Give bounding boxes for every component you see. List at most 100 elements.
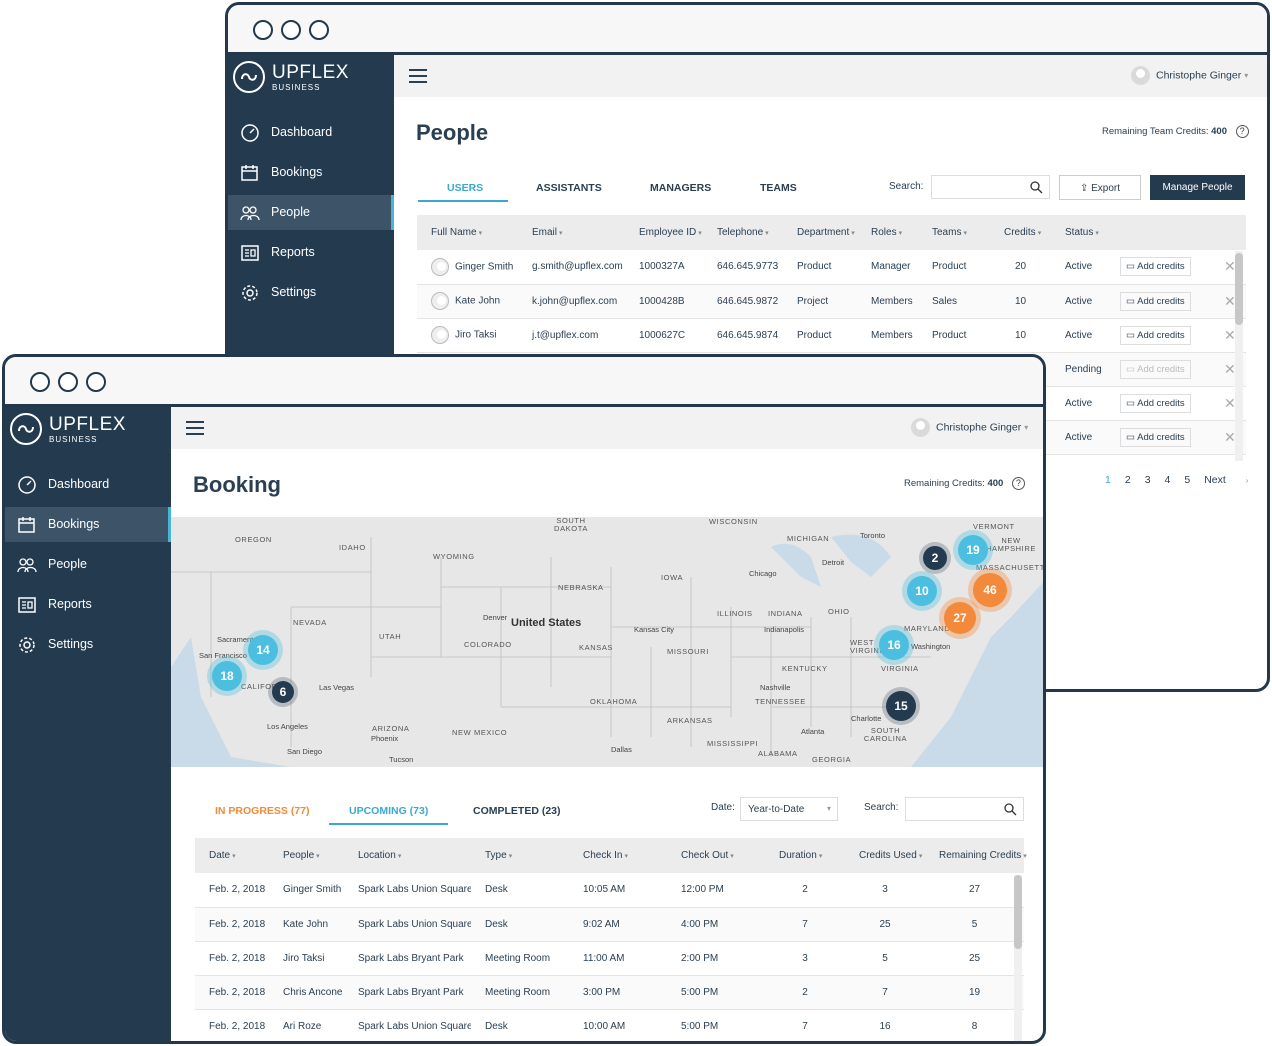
add-credits-button[interactable]: ▭ Add credits: [1120, 427, 1191, 447]
table-row[interactable]: Feb. 2, 2018 Chris Ancone Spark Labs Bry…: [195, 975, 1024, 1010]
column-header[interactable]: Credits ▾: [990, 215, 1051, 250]
column-header[interactable]: Telephone ▾: [703, 215, 783, 250]
window-dot[interactable]: [309, 20, 329, 40]
sidebar-item-people[interactable]: People: [5, 547, 171, 582]
tab-users[interactable]: USERS: [447, 182, 484, 194]
column-header[interactable]: Roles ▾: [857, 215, 918, 250]
menu-icon[interactable]: [409, 69, 427, 83]
search-input[interactable]: [931, 175, 1050, 199]
export-button[interactable]: ⇪ Export: [1059, 175, 1141, 200]
sidebar-item-settings[interactable]: Settings: [5, 627, 171, 662]
sidebar-item-bookings[interactable]: Bookings: [5, 507, 171, 542]
map-state-label: INDIANA: [768, 609, 803, 618]
table-row[interactable]: Feb. 2, 2018 Ari Roze Spark Labs Union S…: [195, 1009, 1024, 1041]
menu-icon[interactable]: [186, 421, 204, 435]
scrollbar-thumb[interactable]: [1014, 875, 1022, 949]
table-row[interactable]: Jiro Taksi j.t@upflex.com 1000627C 646.6…: [417, 318, 1246, 353]
column-header[interactable]: Department ▾: [783, 215, 857, 250]
table-row[interactable]: Feb. 2, 2018 Kate John Spark Labs Union …: [195, 907, 1024, 942]
column-header[interactable]: Location ▾: [344, 838, 471, 873]
map-state-label: GEORGIA: [812, 755, 852, 764]
tab-in-progress[interactable]: IN PROGRESS (77): [215, 805, 310, 817]
close-icon[interactable]: ✕: [1224, 292, 1236, 309]
manage-people-button[interactable]: Manage People: [1150, 175, 1245, 200]
tab-teams[interactable]: TEAMS: [760, 182, 797, 194]
map-cluster[interactable]: 19: [958, 535, 988, 565]
column-header[interactable]: Type ▾: [471, 838, 569, 873]
map-cluster[interactable]: 6: [272, 681, 294, 703]
search-input[interactable]: [905, 797, 1024, 821]
window-dot[interactable]: [86, 372, 106, 392]
sidebar-item-reports[interactable]: Reports: [5, 587, 171, 622]
bookings-map[interactable]: United States OREGON IDAHO WYOMING SOUTH…: [171, 517, 1043, 767]
column-header[interactable]: Duration ▾: [765, 838, 845, 873]
map-cluster[interactable]: 46: [973, 573, 1007, 607]
add-credits-button[interactable]: ▭ Add credits: [1120, 257, 1191, 277]
window-dot[interactable]: [281, 20, 301, 40]
location-cell: Spark Labs Bryant Park: [344, 975, 471, 1010]
table-row[interactable]: Kate John k.john@upflex.com 1000428B 646…: [417, 284, 1246, 319]
window-titlebar: [5, 357, 1043, 407]
avatar: [431, 326, 449, 344]
help-icon[interactable]: ?: [1011, 477, 1025, 490]
map-cluster[interactable]: 27: [944, 602, 976, 634]
window-dot[interactable]: [30, 372, 50, 392]
page-link[interactable]: 4: [1164, 474, 1171, 486]
add-credits-button[interactable]: ▭ Add credits: [1120, 325, 1191, 345]
user-menu[interactable]: Christophe Ginger ▾: [911, 418, 1028, 437]
map-cluster[interactable]: 15: [886, 691, 916, 721]
scrollbar[interactable]: [1235, 251, 1243, 461]
close-icon[interactable]: ✕: [1224, 258, 1236, 275]
scrollbar[interactable]: [1014, 875, 1022, 1041]
column-header[interactable]: Email ▾: [518, 215, 625, 250]
map-cluster[interactable]: 16: [879, 630, 909, 660]
map-cluster[interactable]: 18: [212, 661, 242, 691]
column-header[interactable]: Date ▾: [195, 838, 269, 873]
map-cluster[interactable]: 10: [907, 576, 937, 606]
close-icon[interactable]: ✕: [1224, 326, 1236, 343]
column-header[interactable]: Teams ▾: [918, 215, 990, 250]
tab-managers[interactable]: MANAGERS: [650, 182, 712, 194]
sidebar-item-reports[interactable]: Reports: [228, 235, 394, 270]
page-link[interactable]: 5: [1184, 474, 1191, 486]
add-credits-button[interactable]: ▭ Add credits: [1120, 393, 1191, 413]
column-header[interactable]: Employee ID ▾: [625, 215, 703, 250]
column-header[interactable]: Status ▾: [1051, 215, 1106, 250]
table-row[interactable]: Ginger Smith g.smith@upflex.com 1000327A…: [417, 250, 1246, 285]
column-header[interactable]: Credits Used ▾: [845, 838, 925, 873]
next-page-link[interactable]: Next ›: [1204, 474, 1249, 486]
column-header[interactable]: Full Name ▾: [417, 215, 518, 250]
column-header[interactable]: People ▾: [269, 838, 344, 873]
tab-completed[interactable]: COMPLETED (23): [473, 805, 561, 817]
close-icon[interactable]: ✕: [1224, 360, 1236, 377]
tab-assistants[interactable]: ASSISTANTS: [536, 182, 602, 194]
close-icon[interactable]: ✕: [1224, 394, 1236, 411]
scrollbar-thumb[interactable]: [1235, 253, 1243, 325]
map-cluster[interactable]: 14: [248, 635, 278, 665]
sidebar-item-dashboard[interactable]: Dashboard: [5, 467, 171, 502]
sidebar-item-dashboard[interactable]: Dashboard: [228, 115, 394, 150]
column-header[interactable]: Check In ▾: [569, 838, 667, 873]
close-icon[interactable]: ✕: [1224, 428, 1236, 445]
user-menu[interactable]: Christophe Ginger ▾: [1131, 66, 1248, 85]
tab-upcoming[interactable]: UPCOMING (73): [349, 805, 429, 817]
page-link[interactable]: 2: [1124, 474, 1131, 486]
map-cluster[interactable]: 2: [923, 546, 947, 570]
help-icon[interactable]: ?: [1235, 125, 1249, 138]
window-dot[interactable]: [58, 372, 78, 392]
column-header[interactable]: Check Out ▾: [667, 838, 765, 873]
date-filter-select[interactable]: Year-to-Date ▾: [740, 797, 838, 821]
chevron-down-icon: ▾: [826, 804, 831, 813]
page-link[interactable]: 3: [1144, 474, 1151, 486]
table-row[interactable]: Feb. 2, 2018 Ginger Smith Spark Labs Uni…: [195, 873, 1024, 908]
map-city-label: Tucson: [389, 755, 414, 764]
window-dot[interactable]: [253, 20, 273, 40]
sidebar-item-people[interactable]: People: [228, 195, 394, 230]
column-header[interactable]: Remaining Credits ▾: [925, 838, 1027, 873]
sidebar-item-settings[interactable]: Settings: [228, 275, 394, 310]
sidebar-item-bookings[interactable]: Bookings: [228, 155, 394, 190]
page-link[interactable]: 1: [1105, 474, 1111, 486]
add-credits-button[interactable]: ▭ Add credits: [1120, 291, 1191, 311]
table-row[interactable]: Feb. 2, 2018 Jiro Taksi Spark Labs Bryan…: [195, 941, 1024, 976]
date-cell: Feb. 2, 2018: [195, 941, 269, 976]
